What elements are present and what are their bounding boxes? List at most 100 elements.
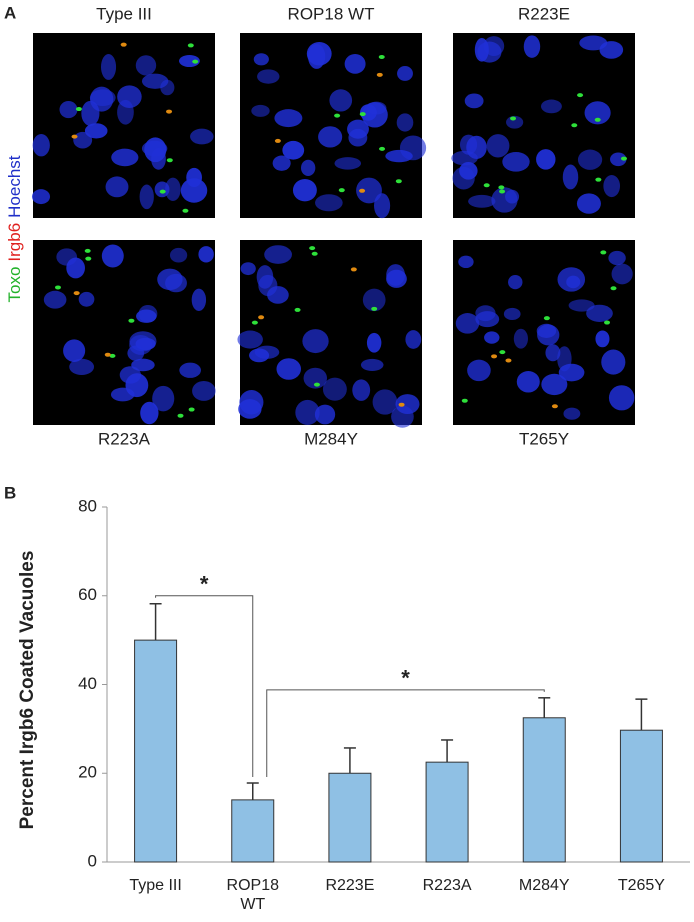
bar [522,717,566,863]
nucleus [395,394,420,415]
image-label: R223E [518,4,570,23]
nucleus [405,330,422,349]
nucleus [307,43,326,69]
nucleus [558,363,585,382]
nucleus [475,305,496,322]
nucleus [568,299,595,312]
nucleus [295,399,320,426]
nucleus [584,101,611,125]
nucleus [329,89,353,112]
nucleus [536,149,556,170]
parasite [376,72,383,77]
nucleus [110,387,135,402]
parasite [594,117,601,122]
nucleus [603,174,621,198]
stain-word: Hoechst [5,155,24,218]
x-tick-label: R223A [422,877,472,894]
parasite [499,189,506,194]
parasite [620,156,627,161]
nucleus [191,288,207,311]
nucleus [105,176,129,198]
nucleus [100,53,117,80]
nucleus [117,99,134,125]
nucleus [165,177,181,202]
nucleus [240,262,256,276]
parasite [577,93,584,98]
nucleus [314,404,336,425]
x-tick-label: ROP18 WT [226,877,279,913]
nucleus [361,102,388,128]
nucleus [576,193,601,214]
parasite [498,185,505,190]
significance-bracket [266,689,545,778]
nucleus [192,380,216,401]
nucleus [348,128,368,147]
nucleus [127,345,145,361]
parasite [109,353,116,358]
parasite [311,251,318,256]
panel-label: B [4,483,16,502]
stain-label: Toxo Irgb6 Hoechst [5,155,24,302]
nucleus [577,149,603,170]
nucleus [322,377,347,401]
nucleus [486,134,510,158]
parasite [192,59,199,64]
parasite [85,256,92,261]
x-tick-label: T265Y [617,877,665,894]
nucleus [608,385,635,411]
nucleus [292,179,317,202]
parasite [600,250,607,255]
nucleus [362,288,386,312]
nucleus [360,358,384,371]
y-tick-label: 20 [78,763,97,782]
nucleus [63,339,86,362]
parasite [104,352,111,357]
nucleus [523,35,541,58]
nucleus [140,401,159,425]
parasite [309,246,316,251]
nucleus [545,344,561,362]
nucleus [484,331,500,344]
parasite [166,158,173,163]
nucleus [455,313,480,334]
nucleus [179,362,201,378]
bar [328,772,372,863]
parasite [371,306,378,311]
nucleus [458,255,474,269]
nucleus [152,385,175,412]
parasite [313,382,320,387]
parasite [604,320,611,325]
significance-label: * [401,666,410,691]
parasite [177,413,184,418]
parasite [294,307,301,312]
nucleus [139,184,154,210]
nucleus [474,37,489,62]
nucleus [179,54,200,68]
nucleus [537,324,560,346]
nucleus [491,187,518,213]
nucleus [190,128,214,145]
nucleus [144,137,167,163]
parasite [595,177,602,182]
parasite [571,123,578,128]
parasite [491,354,498,359]
parasite [378,55,385,60]
bar [619,729,663,863]
parasite [610,286,617,291]
nucleus [249,348,270,363]
nucleus [464,93,484,109]
nucleus [356,177,382,204]
x-tick-label: M284Y [518,877,570,894]
nucleus [372,389,398,415]
nucleus [198,246,214,263]
parasite [499,350,506,355]
nucleus [303,367,328,389]
parasite [120,42,127,47]
nucleus [111,148,139,167]
nucleus [31,189,51,205]
nucleus [466,135,487,160]
nucleus [540,99,562,114]
nucleus [601,349,626,375]
nucleus [397,66,413,81]
